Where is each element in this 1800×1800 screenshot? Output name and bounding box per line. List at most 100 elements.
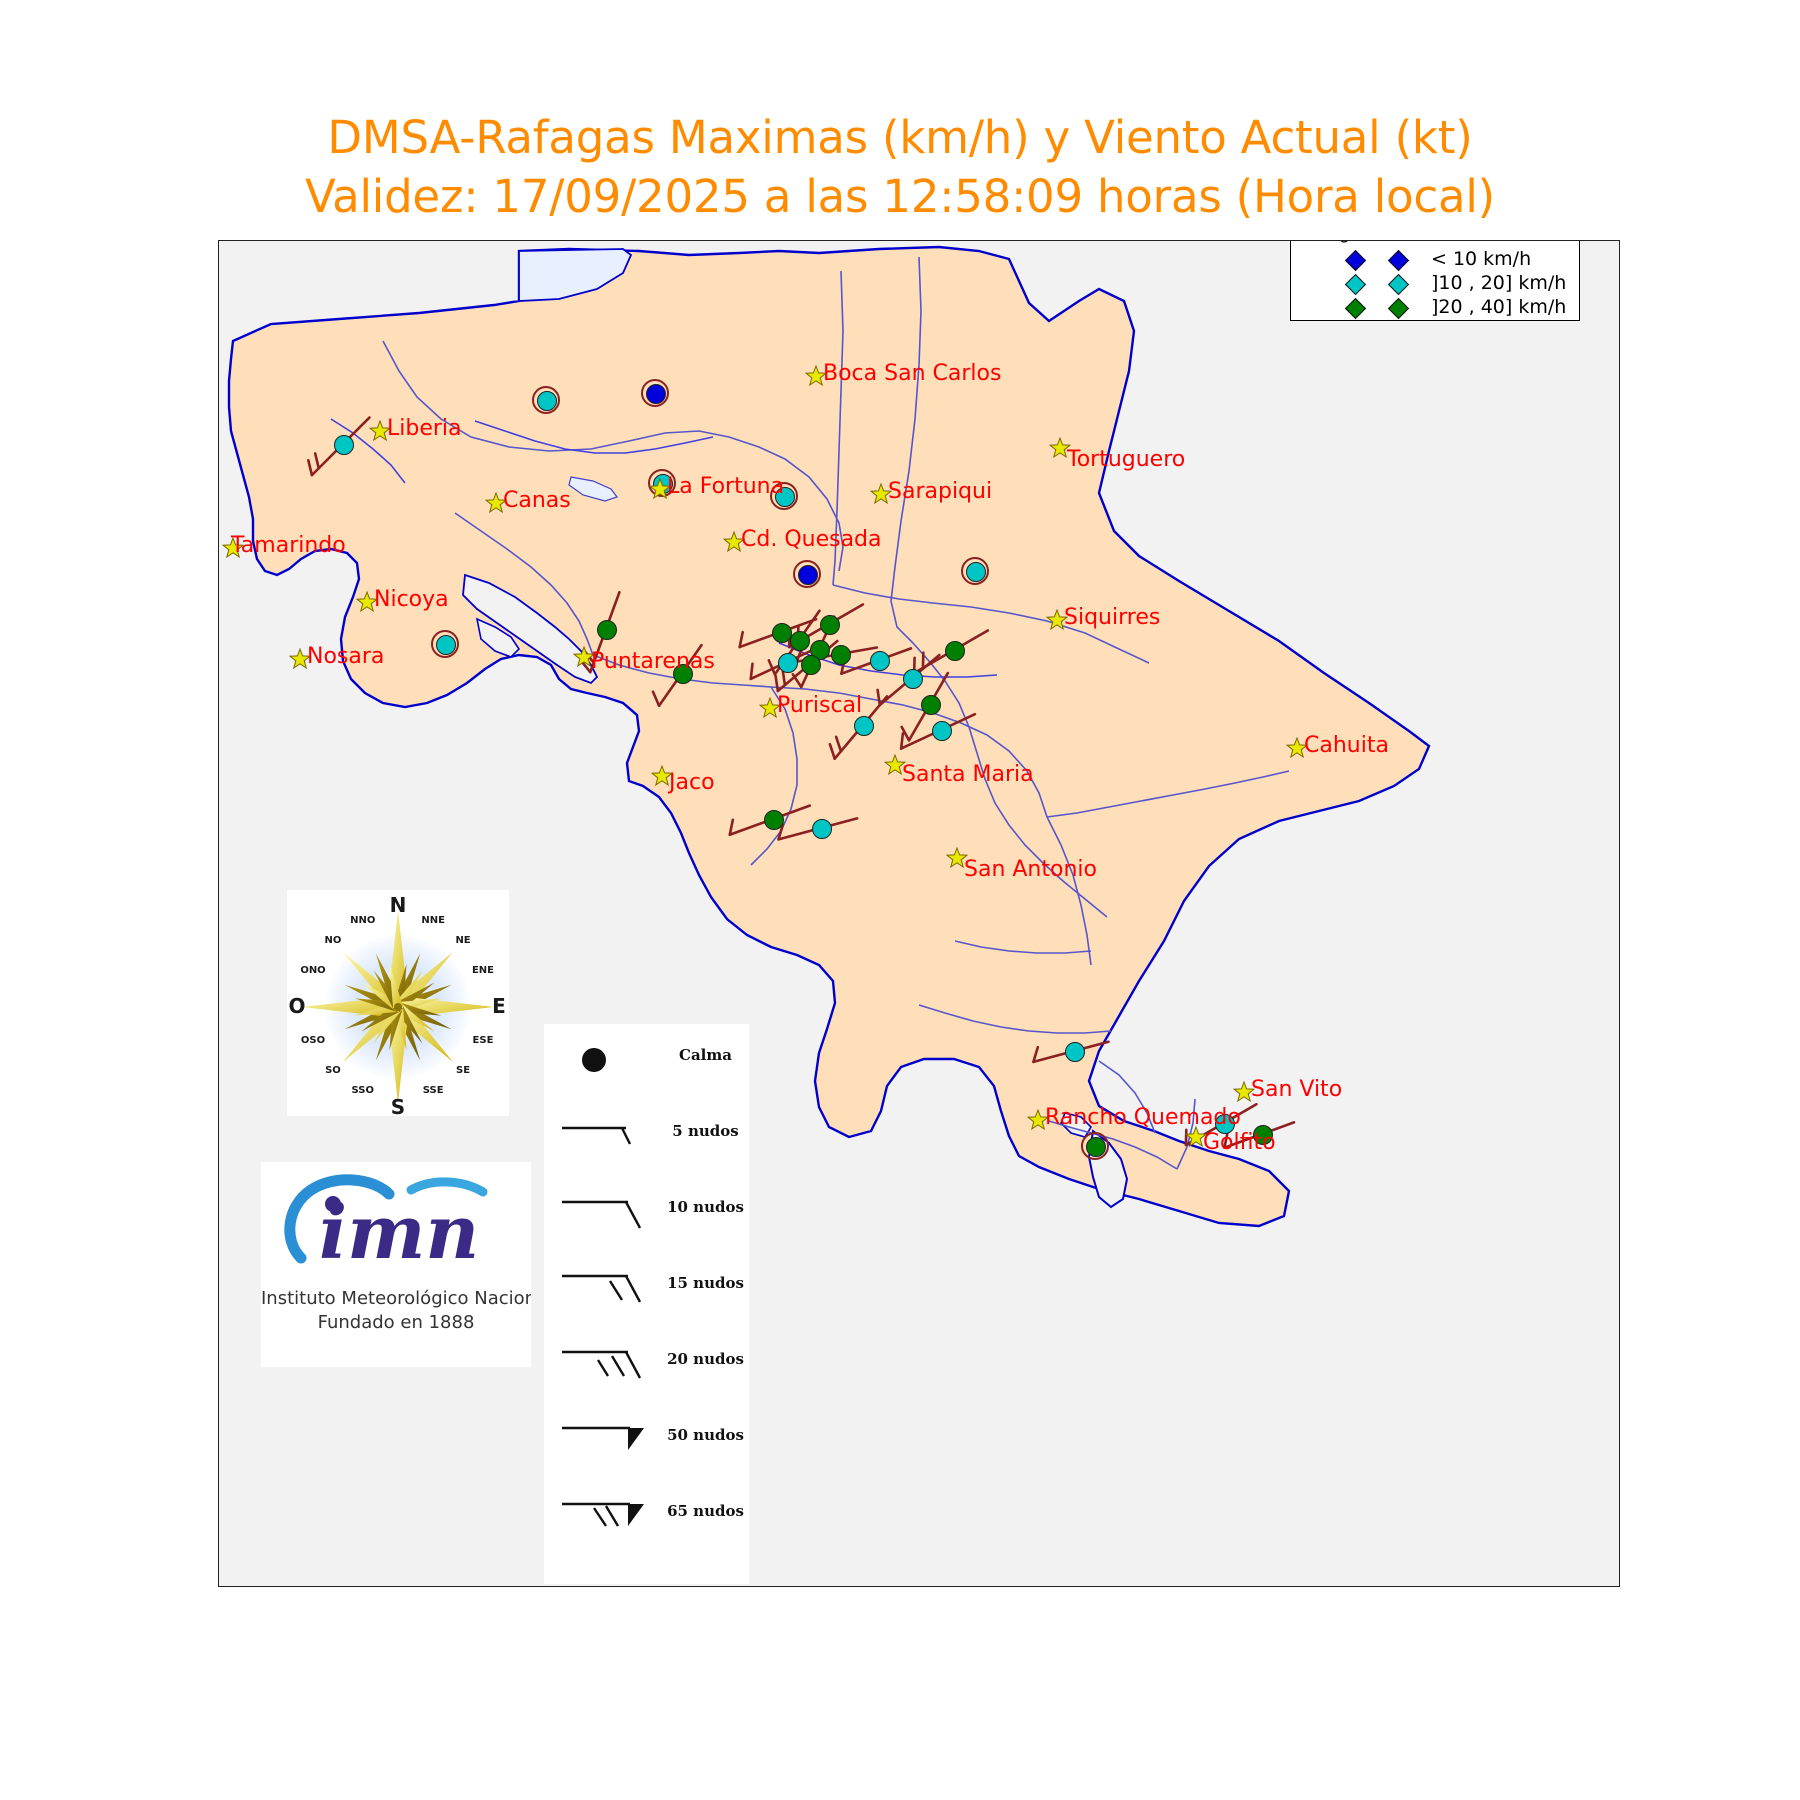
station-gust-dot-icon [790, 631, 810, 651]
compass-rose-panel: N NNE NE ENE E ESE SE SSE S SSO SO OSO O ONO NO NNO [287, 890, 509, 1116]
compass-direction-label: E [492, 994, 506, 1018]
station-gust-dot-icon [772, 623, 792, 643]
barb-legend-label: 10 nudos [667, 1198, 744, 1216]
station-gust-dot-icon [673, 664, 693, 684]
barb-symbol-barb-5 [562, 1126, 632, 1145]
barb-legend-symbol [544, 1112, 662, 1160]
station-gust-dot-icon [801, 655, 821, 675]
barb-symbol-barb-65 [562, 1502, 644, 1527]
compass-direction-label: SO [325, 1065, 341, 1077]
compass-direction-label: O [288, 994, 306, 1018]
barb-legend-row: Calma [544, 1036, 749, 1084]
city-label: Golfito [1203, 1130, 1276, 1155]
station-gust-dot-icon [798, 565, 818, 585]
barb-legend-label: 5 nudos [672, 1122, 739, 1140]
gust-legend-box: Rafagas Maximas desde medianoche < 10 km… [1290, 241, 1617, 321]
title-line-1: DMSA-Rafagas Maximas (km/h) y Viento Act… [327, 111, 1473, 164]
station-gust-dot-icon [537, 391, 557, 411]
city-label: Nicoya [374, 587, 449, 612]
imn-logo-graphic: imn [284, 1174, 488, 1276]
compass-direction-label: NNE [421, 915, 445, 926]
compass-direction-label: NNO [350, 915, 376, 926]
barb-symbol-barb-50 [562, 1426, 644, 1450]
gulf-of-nicoya [462, 573, 599, 685]
gust-legend-row: ]20 , 40] km/h [1291, 296, 1579, 320]
station-gust-dot-icon [778, 653, 798, 673]
barb-legend-row: 65 nudos [544, 1492, 749, 1540]
station-ring-icon [640, 378, 669, 407]
station-gust-dot-icon [831, 645, 851, 665]
city-label: Jaco [669, 770, 715, 795]
city-label: Santa Maria [902, 762, 1034, 787]
gust-legend-diamond-icon [1387, 273, 1410, 296]
gust-legend-diamond-icon [1344, 249, 1367, 272]
city-label: Puriscal [777, 693, 863, 718]
station-gust-dot-icon [436, 635, 456, 655]
gust-legend-diamond-icon [1344, 297, 1367, 320]
city-label: San Vito [1251, 1077, 1343, 1102]
station-gust-dot-icon [334, 435, 354, 455]
station-gust-dot-icon [764, 810, 784, 830]
barb-legend-label: Calma [679, 1046, 732, 1064]
city-label: Nosara [307, 644, 385, 669]
barb-legend-symbol [544, 1492, 662, 1540]
gust-legend-diamond-icon [1344, 273, 1367, 296]
compass-direction-label: ENE [471, 964, 494, 976]
gust-legend-label: ]10 , 20] km/h [1431, 272, 1567, 294]
compass-direction-label: SE [456, 1065, 471, 1077]
barb-symbol-barb-10 [562, 1200, 642, 1229]
station-gust-dot-icon [854, 716, 874, 736]
province-boundaries [382, 256, 1290, 1170]
station-ring-icon [792, 559, 821, 588]
station-gust-dot-icon [820, 615, 840, 635]
station-gust-dot-icon [812, 819, 832, 839]
city-label: Liberia [387, 416, 462, 441]
station-gust-dot-icon [597, 620, 617, 640]
lake-arenal [568, 476, 618, 502]
title-line-2: Validez: 17/09/2025 a las 12:58:09 horas… [305, 170, 1495, 223]
imn-wordmark: imn [319, 1190, 479, 1276]
city-label: Puntarenas [591, 649, 715, 674]
compass-direction-label: OSO [300, 1035, 326, 1047]
city-label: Boca San Carlos [823, 361, 1002, 386]
station-ring-icon [1080, 1131, 1109, 1160]
barb-legend-label: 15 nudos [667, 1274, 744, 1292]
station-gust-dot-icon [1215, 1114, 1235, 1134]
station-gust-dot-icon [1065, 1042, 1085, 1062]
barb-legend-symbol [544, 1264, 662, 1312]
station-ring-icon [960, 556, 989, 585]
city-label: La Fortuna [667, 474, 785, 499]
imn-dot [325, 1196, 341, 1212]
barb-legend-symbol [544, 1340, 662, 1388]
barb-legend-row: 5 nudos [544, 1112, 749, 1160]
lake-nicaragua [518, 248, 633, 302]
compass-direction-label: N [389, 893, 407, 917]
gust-legend-diamond-icon [1387, 297, 1410, 320]
barb-symbol-calm-dot [582, 1048, 606, 1072]
city-label: Cahuita [1304, 733, 1389, 758]
gust-legend-diamond-icon [1387, 249, 1410, 272]
station-gust-dot-icon [921, 695, 941, 715]
compass-direction-label: S [390, 1095, 406, 1116]
compass-direction-label: NO [324, 934, 342, 946]
barb-legend-row: 15 nudos [544, 1264, 749, 1312]
station-gust-dot-icon [966, 562, 986, 582]
wind-barb-legend: Calma 5 nudos 10 nudos 15 nudos 20 nudos 50 n… [544, 1024, 749, 1584]
barb-legend-symbol [544, 1036, 662, 1084]
city-label: Cd. Quesada [741, 527, 882, 552]
city-label: Siquirres [1064, 605, 1161, 630]
city-label: Tamarindo [231, 533, 346, 558]
gust-legend-label: ]20 , 40] km/h [1431, 296, 1567, 318]
city-label: Rancho Quemado [1045, 1105, 1241, 1130]
station-ring-icon [531, 385, 560, 414]
gust-legend-label: < 10 km/h [1431, 248, 1532, 270]
station-gust-dot-icon [932, 721, 952, 741]
compass-direction-label: ESE [472, 1035, 494, 1047]
barb-legend-label: 50 nudos [667, 1426, 744, 1444]
map-canvas[interactable]: Boca San Carlos Liberia Tortuguero Canas La … [218, 240, 1620, 1587]
imn-logo: imn Instituto Meteorológico Nacional Fun… [261, 1162, 531, 1367]
barb-symbol-barb-15 [562, 1274, 642, 1303]
barb-legend-label: 65 nudos [667, 1502, 744, 1520]
barb-legend-row: 10 nudos [544, 1188, 749, 1236]
